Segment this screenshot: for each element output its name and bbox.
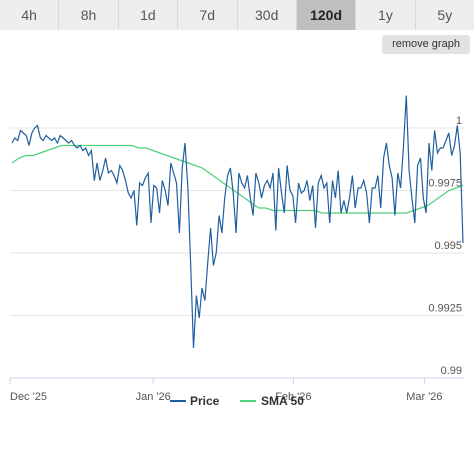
legend-price-label[interactable]: Price <box>190 394 220 408</box>
x-tick-label: Feb '26 <box>275 391 311 403</box>
legend-sma-label[interactable]: SMA 50 <box>261 394 304 408</box>
y-tick-label: 0.9925 <box>428 303 462 315</box>
tab-8h[interactable]: 8h <box>59 0 119 30</box>
y-tick-label: 0.99 <box>441 365 462 377</box>
y-axis-ticks: 1 0.9975 0.995 0.9925 0.99 <box>428 115 462 377</box>
y-tick-label: 0.995 <box>434 240 462 252</box>
grid-lines <box>10 127 464 379</box>
y-tick-label: 1 <box>456 115 462 127</box>
x-tick-label: Mar '26 <box>406 391 442 403</box>
price-series-line <box>11 95 464 349</box>
tab-1y[interactable]: 1y <box>356 0 416 30</box>
timeframe-tabs: 4h 8h 1d 7d 30d 120d 1y 5y <box>0 0 474 30</box>
remove-graph-button[interactable]: remove graph <box>382 35 470 54</box>
tab-1d[interactable]: 1d <box>118 0 179 30</box>
tab-5y[interactable]: 5y <box>415 0 474 30</box>
tab-4h[interactable]: 4h <box>0 0 60 30</box>
tab-7d[interactable]: 7d <box>178 0 238 30</box>
price-chart: 1 0.9975 0.995 0.9925 0.99 Dec '25 Jan '26 Feb… <box>9 95 464 408</box>
x-tick-label: Jan '26 <box>136 391 171 403</box>
chart-legend: Price SMA 50 <box>170 394 304 408</box>
x-axis-ticks: Dec '25 Jan '26 Feb '26 Mar '26 <box>9 378 443 403</box>
y-tick-label: 0.9975 <box>428 178 462 190</box>
x-tick-label: Dec '25 <box>10 391 47 403</box>
tab-30d[interactable]: 30d <box>237 0 297 30</box>
tab-120d[interactable]: 120d <box>296 0 357 30</box>
